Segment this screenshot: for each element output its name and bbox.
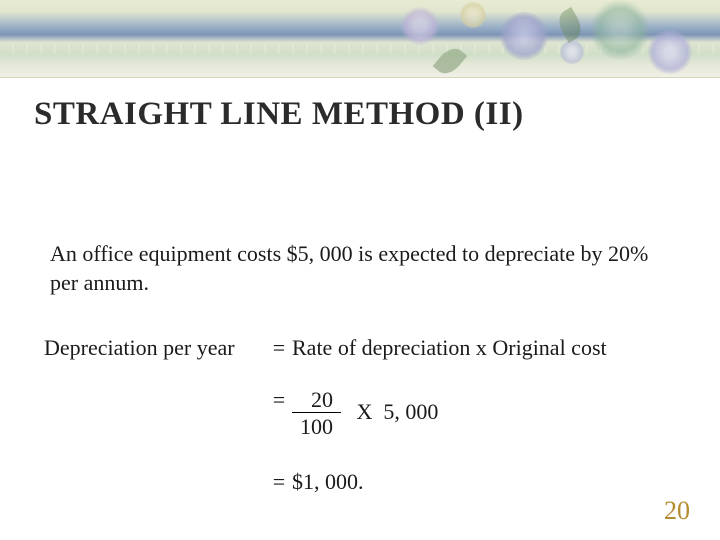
calc-row-2: = 20 100 X 5, 000 (44, 387, 607, 441)
calculation-block: Depreciation per year = Rate of deprecia… (44, 335, 607, 495)
times-symbol: X (357, 399, 373, 424)
slide-paragraph: An office equipment costs $5, 000 is exp… (50, 240, 670, 297)
leaf-icon (554, 7, 586, 43)
calc-rhs-numeric: 20 100 X 5, 000 (292, 387, 438, 441)
calc-rhs-formula: Rate of depreciation x Original cost (292, 335, 607, 361)
flower-icon (400, 6, 440, 46)
equals-sign: = (266, 469, 292, 495)
fraction-numerator: 20 (292, 387, 341, 413)
fraction-denominator: 100 (292, 413, 341, 441)
calc-lhs: Depreciation per year (44, 335, 266, 361)
flower-icon (590, 0, 650, 60)
flower-icon (560, 40, 584, 64)
flower-icon (500, 12, 548, 60)
decorative-banner (0, 0, 720, 78)
flower-icon (460, 2, 486, 28)
flower-icon (648, 30, 692, 74)
slide-title: STRAIGHT LINE METHOD (II) (34, 96, 524, 133)
multiplication-part: X 5, 000 (357, 399, 439, 425)
fraction-numerator-value: 20 (311, 387, 333, 412)
fraction: 20 100 (292, 387, 341, 441)
equals-sign: = (266, 335, 292, 361)
page-number: 20 (664, 496, 690, 526)
calc-row-1: Depreciation per year = Rate of deprecia… (44, 335, 607, 361)
calc-row-3: = $1, 000. (44, 469, 607, 495)
calc-result: $1, 000. (292, 469, 364, 495)
multiplicand: 5, 000 (383, 399, 438, 424)
equals-sign: = (266, 387, 292, 413)
